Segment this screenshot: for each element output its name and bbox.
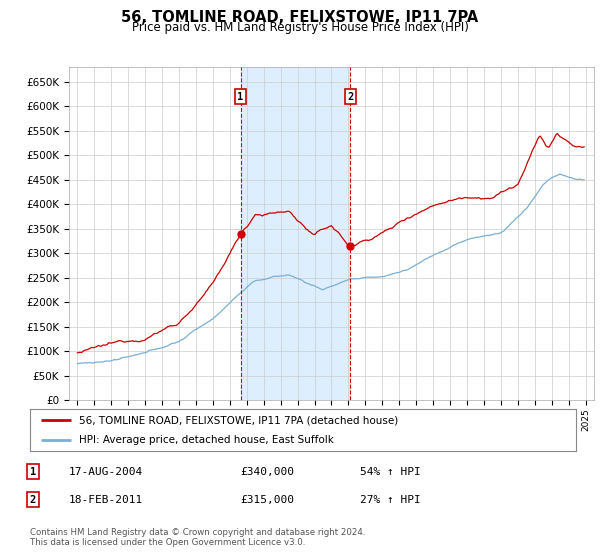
Text: 2: 2 [347,92,353,101]
Text: £315,000: £315,000 [240,494,294,505]
Text: Price paid vs. HM Land Registry's House Price Index (HPI): Price paid vs. HM Land Registry's House … [131,21,469,34]
Text: 1: 1 [30,466,36,477]
Text: 18-FEB-2011: 18-FEB-2011 [69,494,143,505]
Text: £340,000: £340,000 [240,466,294,477]
Text: HPI: Average price, detached house, East Suffolk: HPI: Average price, detached house, East… [79,435,334,445]
Text: 1: 1 [238,92,244,101]
Text: 56, TOMLINE ROAD, FELIXSTOWE, IP11 7PA: 56, TOMLINE ROAD, FELIXSTOWE, IP11 7PA [121,10,479,25]
Bar [241,67,350,400]
Text: 27% ↑ HPI: 27% ↑ HPI [360,494,421,505]
Text: 17-AUG-2004: 17-AUG-2004 [69,466,143,477]
Text: 54% ↑ HPI: 54% ↑ HPI [360,466,421,477]
Text: 56, TOMLINE ROAD, FELIXSTOWE, IP11 7PA (detached house): 56, TOMLINE ROAD, FELIXSTOWE, IP11 7PA (… [79,415,398,425]
Text: 2: 2 [30,494,36,505]
Text: Contains HM Land Registry data © Crown copyright and database right 2024.
This d: Contains HM Land Registry data © Crown c… [30,528,365,547]
